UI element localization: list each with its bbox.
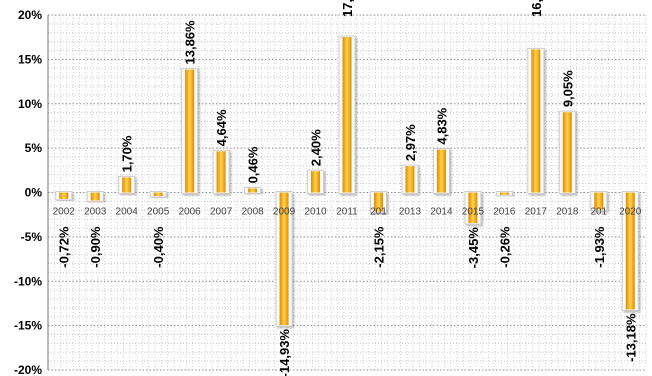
bar [437, 150, 446, 193]
bar [248, 188, 257, 192]
y-tick-label: -5% [21, 230, 43, 244]
x-tick-label: 2011 [336, 207, 358, 218]
x-tick-label: 2003 [84, 207, 107, 218]
y-tick-label: 20% [18, 8, 42, 22]
x-tick-label: 2005 [147, 207, 170, 218]
x-tick-label: 201 [590, 207, 607, 218]
x-tick-label: 2015 [462, 207, 485, 218]
x-tick-label: 2009 [273, 207, 296, 218]
x-tick-label: 2010 [304, 207, 327, 218]
bar [531, 49, 540, 192]
data-label: 17,51% [340, 0, 355, 17]
data-label: 4,64% [214, 109, 229, 146]
y-tick-label: -10% [14, 274, 42, 288]
data-label: 16,12% [529, 0, 544, 17]
data-label: -0,72% [57, 226, 72, 268]
data-label: -0,26% [497, 226, 512, 268]
bar [154, 193, 163, 197]
x-tick-label: 2007 [210, 207, 233, 218]
data-label: 9,05% [560, 70, 575, 107]
y-tick-label: -20% [14, 363, 42, 376]
y-tick-label: -15% [14, 319, 42, 333]
data-label: -2,15% [371, 226, 386, 268]
x-tick-label: 2004 [116, 207, 139, 218]
data-label: 13,86% [183, 20, 198, 65]
data-label: 2,97% [403, 124, 418, 161]
x-tick-label: 2002 [53, 207, 76, 218]
data-label: -13,18% [623, 313, 638, 362]
data-label: -1,93% [592, 226, 607, 268]
x-tick-label: 2016 [493, 207, 516, 218]
y-tick-label: 15% [18, 52, 42, 66]
bar [500, 193, 509, 195]
data-label: 2,40% [309, 129, 324, 166]
x-tick-label: 2020 [619, 207, 642, 218]
x-tick-label: 2018 [556, 207, 579, 218]
bar [122, 177, 131, 192]
bar [185, 69, 194, 192]
x-tick-label: 2013 [399, 207, 422, 218]
x-tick-label: 201 [370, 207, 387, 218]
data-label: 4,83% [434, 107, 449, 144]
data-label: -0,90% [88, 226, 103, 268]
y-tick-label: 0% [25, 186, 43, 200]
bar [563, 112, 572, 192]
bar [59, 193, 68, 199]
y-tick-label: 10% [18, 97, 42, 111]
bar [311, 171, 320, 192]
bar [343, 37, 352, 192]
data-label: -0,40% [151, 226, 166, 268]
y-tick-label: 5% [25, 141, 43, 155]
y-axis: 20% 15% 10% 5% 0% -5% -10% -15% -20% [14, 8, 48, 376]
x-tick-label: 2014 [430, 207, 453, 218]
data-label: 0,46% [246, 146, 261, 183]
x-tick-label: 2008 [241, 207, 264, 218]
bar [405, 166, 414, 192]
x-tick-label: 2017 [525, 207, 548, 218]
data-label: -14,93% [277, 329, 292, 376]
data-label: -3,45% [466, 227, 481, 269]
bar [91, 193, 100, 201]
data-label: 1,70% [120, 135, 135, 172]
x-tick-label: 2006 [179, 207, 202, 218]
bar [217, 151, 226, 192]
